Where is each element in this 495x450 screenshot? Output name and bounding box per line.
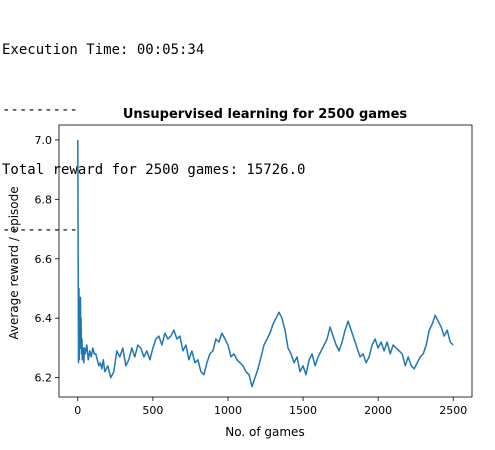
y-tick-label: 6.4 (35, 312, 53, 325)
y-axis-label: Average reward / episode (7, 186, 21, 339)
x-tick-label: 1000 (214, 404, 242, 417)
x-tick-label: 1500 (289, 404, 317, 417)
y-tick-label: 7.0 (35, 134, 53, 147)
x-tick-label: 2000 (364, 404, 392, 417)
x-tick-label: 0 (74, 404, 81, 417)
plot-area: 0 500 1000 1500 2000 2500 6.2 6.4 6.6 6.8 7.0 (35, 124, 473, 417)
x-tick-label: 2500 (439, 404, 467, 417)
x-axis-label: No. of games (225, 425, 304, 439)
y-tick-label: 6.2 (35, 372, 53, 385)
separator-line: --------- (2, 102, 78, 118)
chart-title: Unsupervised learning for 2500 games (123, 107, 408, 122)
execution-time-line: Execution Time: 00:05:34 (2, 42, 205, 58)
y-tick-label: 6.6 (35, 253, 53, 266)
series-line-0 (77, 139, 454, 388)
plot-frame (58, 124, 473, 398)
x-tick-label: 500 (142, 404, 163, 417)
y-tick-label: 6.8 (35, 193, 53, 206)
